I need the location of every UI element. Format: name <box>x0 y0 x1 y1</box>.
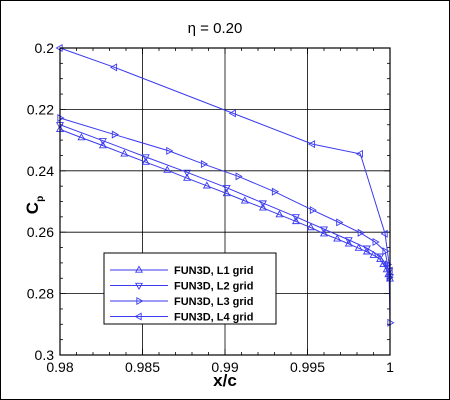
data-point <box>385 266 393 275</box>
data-point <box>354 243 363 251</box>
data-point <box>109 63 118 72</box>
data-point <box>307 140 316 149</box>
x-tick-label: 1 <box>386 359 394 375</box>
data-point <box>141 154 150 162</box>
data-point <box>222 189 231 197</box>
legend: FUN3D, L1 grid FUN3D, L2 grid FUN3D, L3 gr… <box>103 252 277 325</box>
y-tick-labels: 0.2 0.22 0.24 0.26 0.28 0.3 <box>27 40 54 363</box>
legend-entry: FUN3D, L2 grid <box>110 281 253 293</box>
series-group <box>55 43 395 327</box>
data-point <box>319 229 329 237</box>
data-point <box>183 169 192 177</box>
data-point <box>200 160 209 169</box>
legend-marker <box>134 265 144 273</box>
legend-marker <box>134 282 144 291</box>
data-point <box>384 260 393 269</box>
data-point <box>222 185 231 193</box>
legend-entry: FUN3D, L1 grid <box>110 265 253 277</box>
data-point <box>275 210 284 218</box>
legend-label: FUN3D, L4 grid <box>174 312 253 324</box>
data-point <box>183 173 192 181</box>
x-tick-label: 0.98 <box>46 359 73 375</box>
series-3 <box>57 113 395 327</box>
x-tick-label: 0.99 <box>211 359 238 375</box>
data-point <box>382 247 390 256</box>
data-point <box>120 149 129 157</box>
legend-label: FUN3D, L1 grid <box>174 265 253 277</box>
y-tick-label: 0.3 <box>35 347 55 363</box>
data-point <box>240 196 249 204</box>
y-axis-title: Cp <box>23 196 46 214</box>
data-point <box>163 165 172 173</box>
data-point <box>271 187 280 196</box>
plot-border <box>59 47 391 356</box>
y-tick-label: 0.24 <box>27 163 54 179</box>
data-point <box>235 172 243 181</box>
data-point <box>372 238 380 247</box>
y-tick-label: 0.2 <box>35 40 55 56</box>
series-line <box>59 47 391 271</box>
data-point <box>258 200 267 208</box>
x-axis-title: x/c <box>213 371 237 390</box>
legend-marker <box>136 296 144 306</box>
data-point <box>344 237 353 245</box>
data-point <box>333 234 342 242</box>
legend-entries: FUN3D, L1 grid FUN3D, L2 grid FUN3D, L3 gr… <box>110 265 253 324</box>
legend-label: FUN3D, L3 grid <box>174 296 253 308</box>
legend-marker <box>134 312 142 321</box>
data-point <box>77 133 86 141</box>
data-point <box>376 253 385 261</box>
data-point <box>258 203 267 211</box>
data-point <box>344 239 353 247</box>
data-point <box>380 229 388 238</box>
x-tick-labels: 0.98 0.985 0.99 0.995 1 <box>46 359 394 375</box>
data-point <box>309 206 317 215</box>
data-point <box>362 247 371 255</box>
data-point <box>387 318 395 327</box>
data-point <box>319 226 329 234</box>
chart-title: η = 0.20 <box>188 20 243 37</box>
data-point <box>98 138 107 146</box>
y-axis-title-group: Cp <box>23 196 46 214</box>
data-point <box>336 218 344 227</box>
data-point <box>141 157 150 165</box>
y-axis-title-subscript: p <box>35 196 46 202</box>
data-point <box>98 141 107 149</box>
x-tick-label: 0.995 <box>290 359 325 375</box>
data-point <box>291 214 300 222</box>
legend-entry: FUN3D, L3 grid <box>110 296 253 308</box>
data-point <box>362 245 371 253</box>
y-tick-label: 0.28 <box>27 286 54 302</box>
data-point <box>111 130 119 139</box>
data-point <box>228 109 236 118</box>
y-tick-label: 0.26 <box>27 224 54 240</box>
legend-entry: FUN3D, L4 grid <box>110 312 253 324</box>
y-axis-title-main: C <box>23 202 42 214</box>
data-point <box>306 223 315 231</box>
data-point <box>57 113 65 123</box>
y-tick-label: 0.22 <box>27 101 54 117</box>
data-point <box>355 149 363 158</box>
data-point <box>357 228 365 237</box>
data-point <box>369 250 378 258</box>
x-tick-label: 0.985 <box>125 359 160 375</box>
data-point <box>166 146 174 155</box>
legend-box <box>103 252 277 325</box>
data-point <box>202 181 211 189</box>
legend-label: FUN3D, L2 grid <box>174 281 253 293</box>
data-point <box>291 216 300 225</box>
